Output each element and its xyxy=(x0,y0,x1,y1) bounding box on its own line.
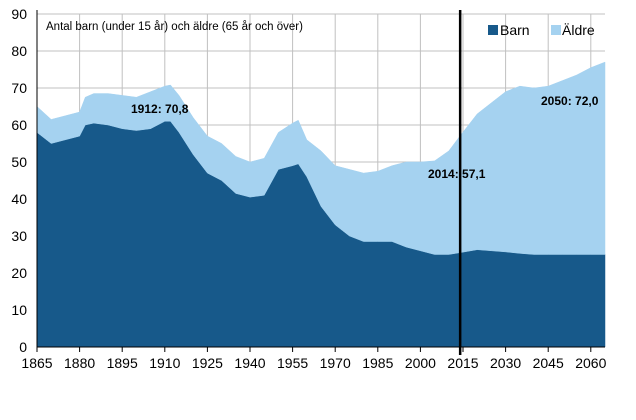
x-tick-label: 1895 xyxy=(107,355,138,371)
y-tick-label: 70 xyxy=(11,80,27,96)
x-tick-label: 1955 xyxy=(277,355,308,371)
y-tick-label: 20 xyxy=(11,265,27,281)
x-tick-label: 1865 xyxy=(21,355,52,371)
x-tick-label: 1940 xyxy=(234,355,265,371)
x-tick-label: 2015 xyxy=(447,355,478,371)
y-tick-label: 40 xyxy=(11,191,27,207)
x-tick-label: 1985 xyxy=(362,355,393,371)
annotations: 1912: 70,8 2014: 57,1 2050: 72,0 xyxy=(131,94,599,181)
x-tick-label: 2060 xyxy=(575,355,606,371)
chart-title: Antal barn (under 15 år) och äldre (65 å… xyxy=(46,21,303,33)
y-tick-label: 90 xyxy=(11,6,27,22)
legend-label-aldre: Äldre xyxy=(562,22,595,38)
y-tick-label: 80 xyxy=(11,43,27,59)
areas xyxy=(36,61,606,348)
x-tick-label: 1970 xyxy=(320,355,351,371)
y-tick-label: 30 xyxy=(11,228,27,244)
legend-label-barn: Barn xyxy=(500,22,530,38)
x-tick-label: 2000 xyxy=(405,355,436,371)
legend-swatch-barn xyxy=(488,25,498,35)
x-tick-label: 2030 xyxy=(490,355,521,371)
y-tick-label: 60 xyxy=(11,117,27,133)
x-tick-label: 1880 xyxy=(64,355,95,371)
annotation-1912: 1912: 70,8 xyxy=(131,102,189,116)
legend-swatch-aldre xyxy=(551,25,561,35)
annotation-2014: 2014: 57,1 xyxy=(428,167,486,181)
y-tick-label: 50 xyxy=(11,154,27,170)
x-tick-label: 1925 xyxy=(192,355,223,371)
y-tick-label: 10 xyxy=(11,302,27,318)
annotation-2050: 2050: 72,0 xyxy=(541,94,599,108)
area-aldre xyxy=(36,61,606,255)
x-tick-label: 2045 xyxy=(533,355,564,371)
y-tick-label: 0 xyxy=(19,339,27,355)
x-tick-label: 1910 xyxy=(149,355,180,371)
legend: Barn Äldre xyxy=(488,22,595,38)
